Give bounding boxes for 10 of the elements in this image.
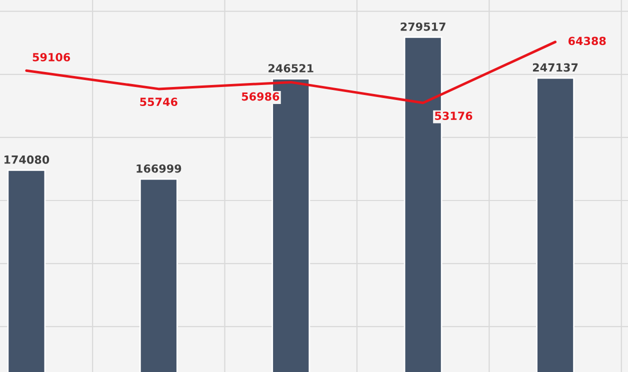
data-label: 166999	[136, 164, 182, 173]
data-label: 64388	[568, 36, 606, 46]
data-label: 174080	[4, 155, 50, 164]
data-label: 53176	[435, 112, 472, 120]
data-label: 247137	[532, 63, 578, 72]
data-label: 56986	[242, 92, 280, 101]
data-label: 55746	[140, 98, 178, 106]
data-label: 59106	[32, 52, 70, 62]
data-label: 246521	[268, 64, 314, 72]
data-label: 279517	[400, 22, 446, 31]
